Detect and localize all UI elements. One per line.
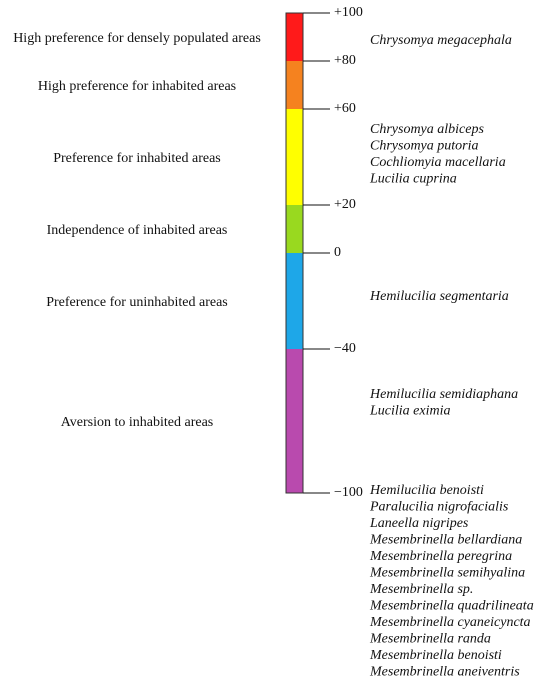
scale-segment [286, 109, 303, 205]
segment-label: Independence of inhabited areas [47, 223, 228, 238]
scale-segment [286, 253, 303, 349]
segment-label: Aversion to inhabited areas [61, 415, 214, 430]
tick-label: +100 [334, 5, 363, 20]
species-name: Hemilucilia benoisti [369, 483, 484, 498]
scale-segment [286, 61, 303, 109]
species-name: Paralucilia nigrofacialis [369, 500, 509, 515]
species-name: Lucilia cuprina [369, 172, 457, 187]
species-name: Mesembrinella benoisti [369, 648, 502, 663]
segment-label: Preference for uninhabited areas [46, 295, 228, 310]
species-name: Mesembrinella aneiventris [369, 665, 520, 679]
segment-label: High preference for densely populated ar… [13, 31, 261, 46]
segment-label: Preference for inhabited areas [53, 151, 221, 166]
species-name: Mesembrinella bellardiana [369, 533, 522, 548]
species-name: Mesembrinella peregrina [369, 549, 512, 564]
species-name: Mesembrinella cyaneicyncta [369, 615, 531, 630]
tick-label: 0 [334, 245, 341, 260]
species-name: Chrysomya megacephala [370, 33, 512, 48]
tick-label: −40 [334, 341, 356, 356]
tick-label: +60 [334, 101, 356, 116]
species-name: Chrysomya albiceps [370, 122, 484, 137]
tick-label: +20 [334, 197, 356, 212]
species-name: Lucilia eximia [369, 404, 451, 419]
scale-segment [286, 13, 303, 61]
species-name: Cochliomyia macellaria [370, 155, 506, 170]
tick-label: −100 [334, 485, 363, 500]
tick-label: +80 [334, 53, 356, 68]
species-name: Hemilucilia segmentaria [369, 289, 509, 304]
segment-label: High preference for inhabited areas [38, 79, 236, 94]
species-name: Laneella nigripes [369, 516, 469, 531]
scale-segment [286, 205, 303, 253]
species-name: Hemilucilia semidiaphana [369, 387, 518, 402]
species-name: Mesembrinella quadrilineata [369, 599, 534, 614]
species-name: Mesembrinella randa [369, 632, 491, 647]
species-name: Mesembrinella sp. [369, 582, 473, 597]
species-name: Mesembrinella semihyalina [369, 566, 525, 581]
species-name: Chrysomya putoria [370, 139, 479, 154]
scale-segment [286, 349, 303, 493]
